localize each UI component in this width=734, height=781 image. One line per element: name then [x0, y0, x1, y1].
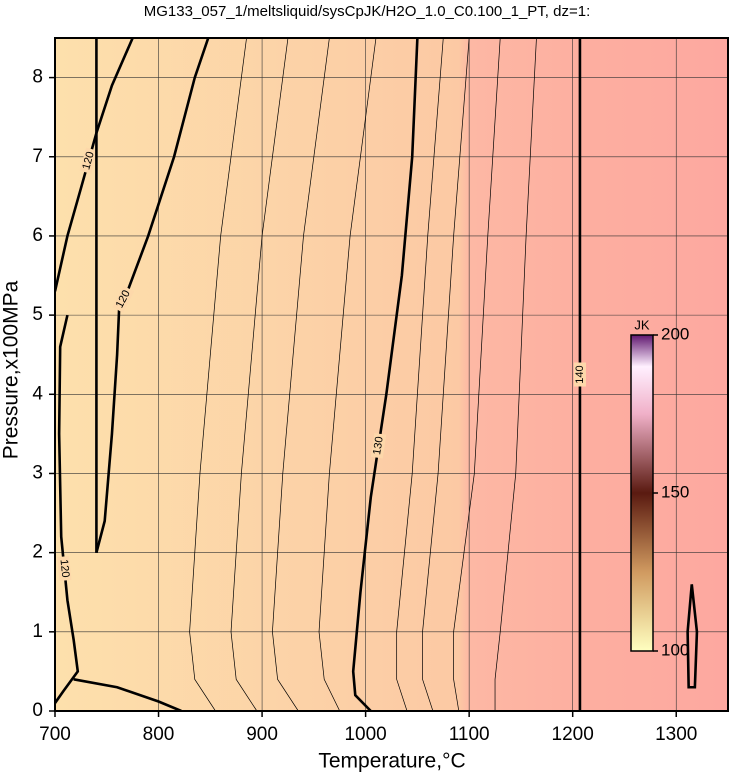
- y-tick-label: 0: [32, 700, 43, 721]
- contour-line: [351, 38, 419, 711]
- contour-line: [422, 38, 470, 711]
- colorbar-scale: [630, 334, 654, 652]
- contour-label: 140: [574, 365, 586, 383]
- contour-line: [189, 38, 247, 711]
- contour-label-bg: [573, 362, 586, 387]
- y-tick-label: 4: [32, 383, 43, 404]
- colorbar-label: JK: [634, 317, 650, 332]
- contour-line: [494, 38, 537, 711]
- chart-title: MG133_057_1/meltsliquid/sysCpJK/H2O_1.0_…: [144, 3, 591, 20]
- y-tick-label: 6: [32, 225, 43, 246]
- grid: [54, 38, 728, 712]
- plot-area: [55, 38, 728, 711]
- x-axis-label: Temperature,°C: [318, 750, 465, 773]
- y-tick-label: 1: [32, 621, 43, 642]
- colorbar: JK 100 150 200: [630, 317, 689, 659]
- y-tick-label: 2: [32, 542, 43, 563]
- contour-label: 130: [371, 436, 386, 456]
- contour-label-bg: [370, 432, 387, 459]
- colorbar-tick-label: 150: [661, 482, 689, 501]
- contour-label-bg: [57, 555, 72, 582]
- contour-label: 120: [80, 150, 97, 171]
- contour-label: 120: [58, 559, 72, 578]
- x-tick-label: 800: [143, 724, 175, 745]
- y-tick-label: 7: [32, 146, 43, 167]
- contour-line: [396, 38, 444, 711]
- colorbar-tick-label: 200: [661, 324, 689, 343]
- y-tick-label: 8: [32, 67, 43, 88]
- contour-line: [272, 38, 330, 711]
- contour-line: [686, 584, 699, 689]
- x-tick-label: 1300: [655, 724, 697, 745]
- x-tick-label: 900: [246, 724, 278, 745]
- contour-label-bg: [79, 147, 98, 174]
- contour-line: [73, 678, 182, 711]
- plot-frame: [54, 37, 729, 712]
- contour-line: [55, 314, 80, 704]
- y-axis-label: Pressure,x100MPa: [0, 280, 23, 459]
- x-tick-label: 1000: [344, 724, 386, 745]
- contour-line: [318, 38, 377, 711]
- contour-line: [230, 38, 289, 711]
- x-tick-label: 700: [39, 724, 71, 745]
- x-tick-label: 1100: [449, 724, 490, 745]
- x-tick-label: 1200: [552, 724, 594, 745]
- contour-line: [453, 38, 501, 711]
- y-tick-label: 3: [32, 462, 43, 483]
- colorbar-tick-label: 100: [661, 640, 689, 659]
- contour-label-bg: [112, 285, 135, 313]
- y-tick-label: 5: [32, 304, 43, 325]
